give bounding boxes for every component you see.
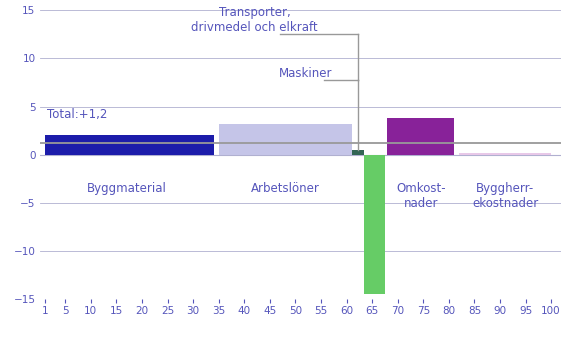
Bar xyxy=(219,124,352,155)
Text: Total:+1,2: Total:+1,2 xyxy=(48,108,108,121)
Text: Omkost-
nader: Omkost- nader xyxy=(396,182,446,210)
Bar xyxy=(459,153,551,155)
Bar xyxy=(365,155,385,294)
Bar xyxy=(387,118,454,155)
Text: Arbetslöner: Arbetslöner xyxy=(251,182,320,195)
Text: Maskiner: Maskiner xyxy=(279,67,332,80)
Bar xyxy=(352,150,365,155)
Bar xyxy=(45,135,214,155)
Text: Byggherr-
ekostnader: Byggherr- ekostnader xyxy=(472,182,538,210)
Text: Byggmaterial: Byggmaterial xyxy=(87,182,167,195)
Text: Transporter,
drivmedel och elkraft: Transporter, drivmedel och elkraft xyxy=(191,6,318,34)
